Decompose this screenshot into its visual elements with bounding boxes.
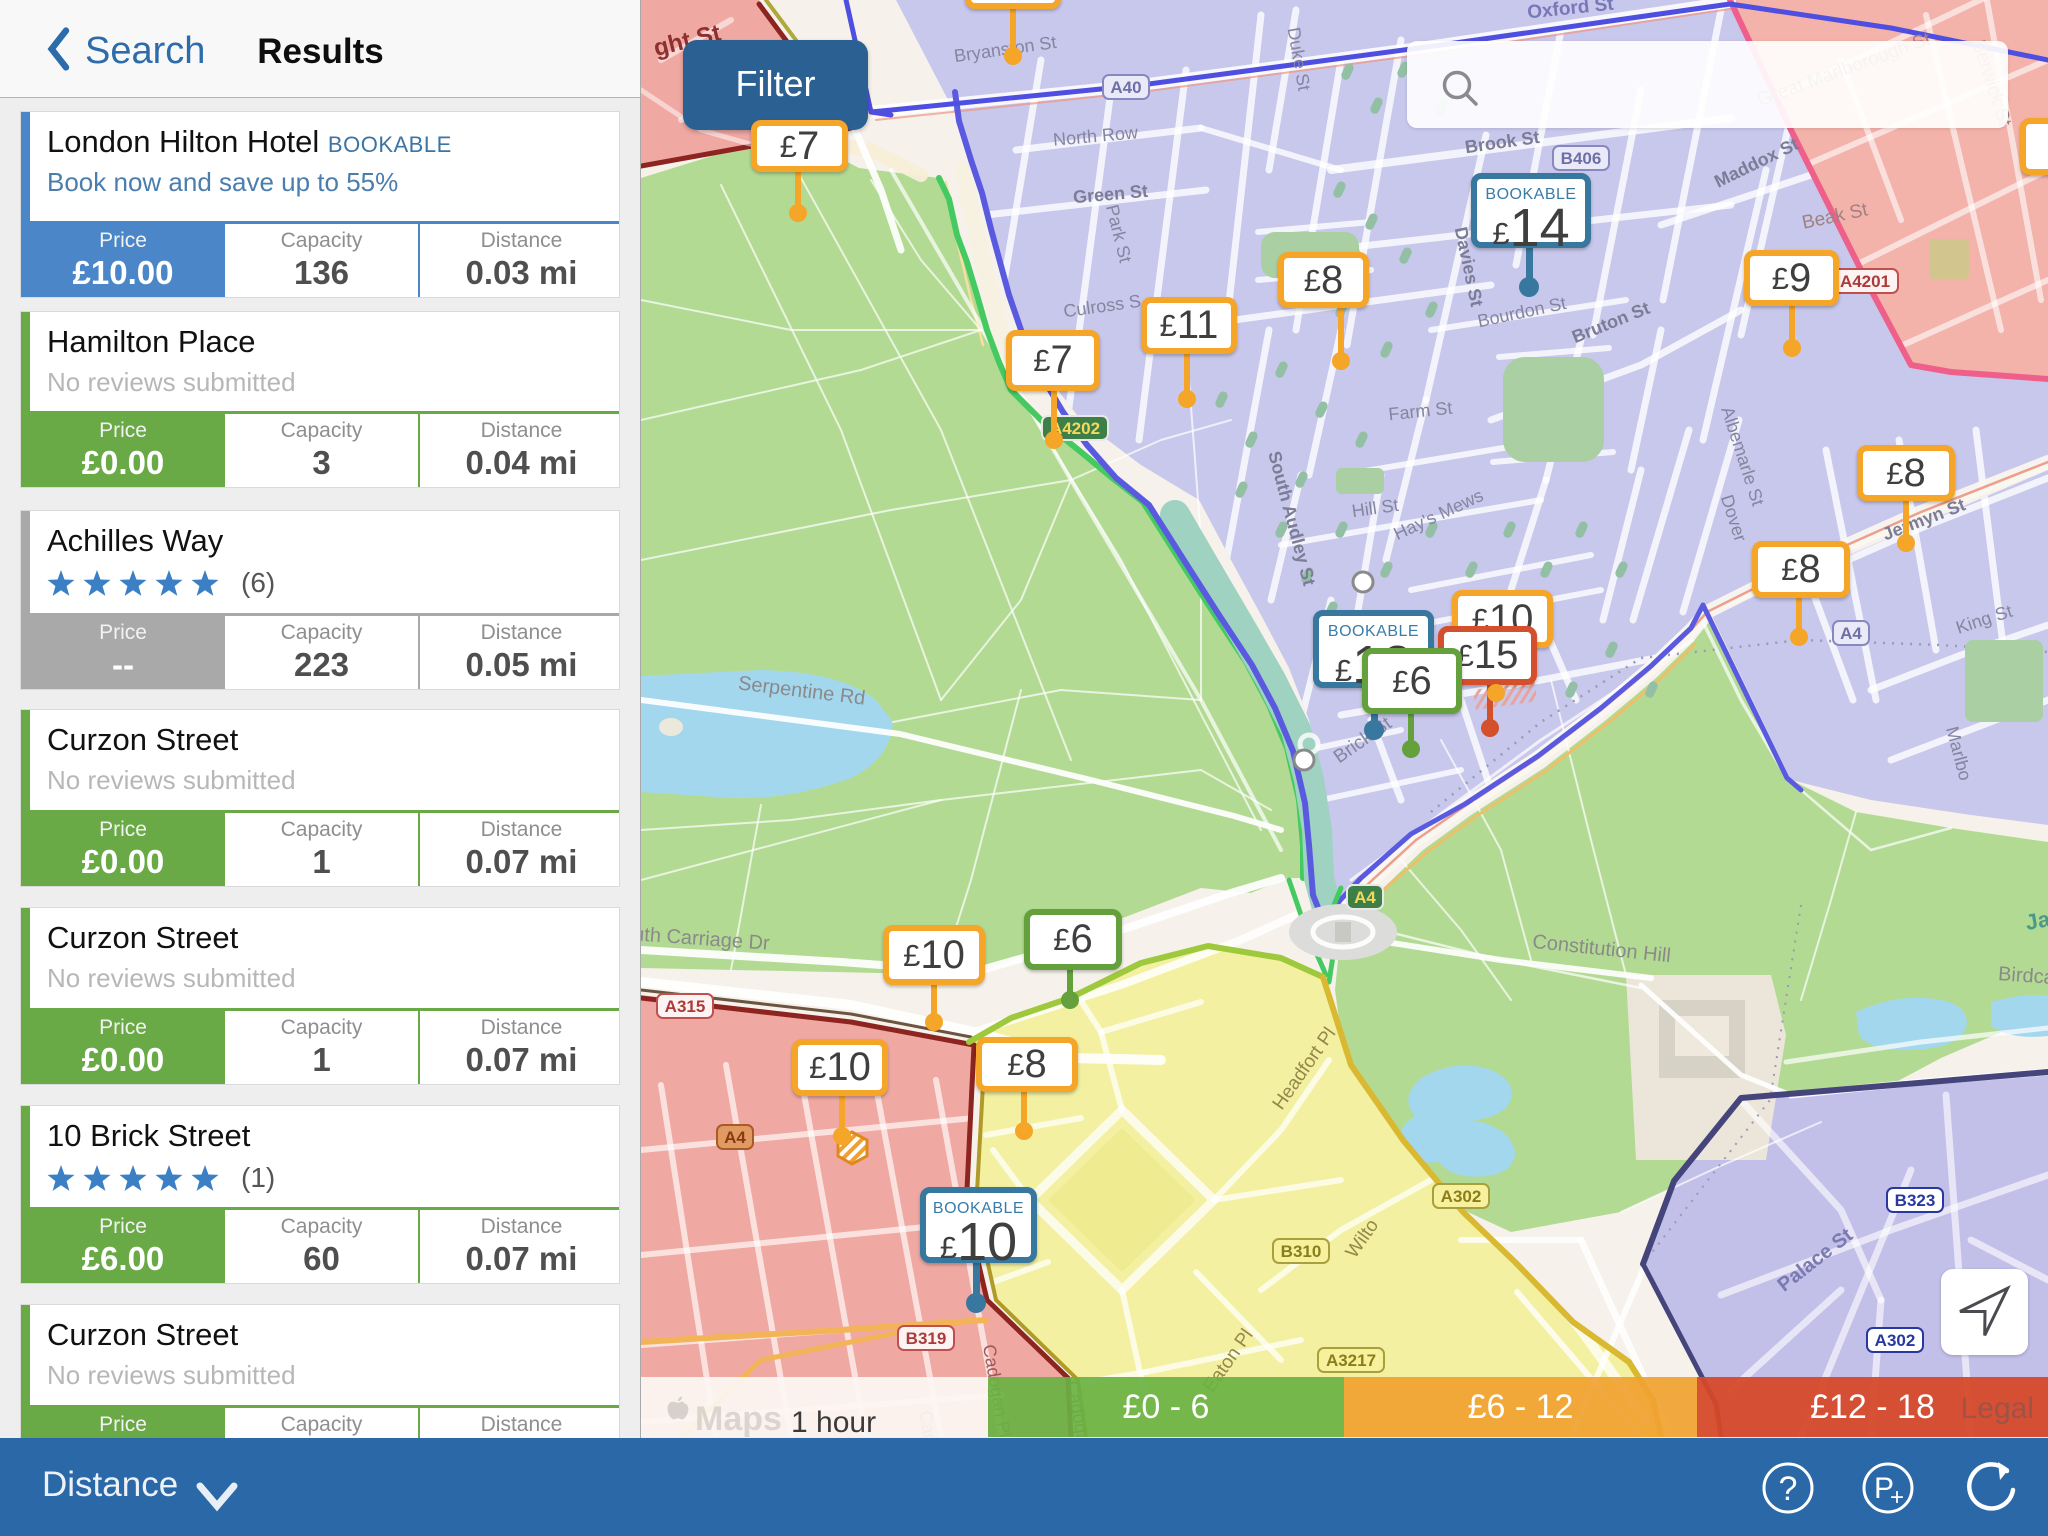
svg-text:A302: A302 bbox=[1875, 1331, 1916, 1350]
svg-text:A4: A4 bbox=[1354, 888, 1376, 907]
svg-text:P: P bbox=[1874, 1472, 1894, 1505]
svg-text:A4202: A4202 bbox=[1050, 419, 1100, 438]
svg-text:+: + bbox=[1890, 1484, 1904, 1511]
svg-text:B406: B406 bbox=[1561, 149, 1602, 168]
svg-text:Ja: Ja bbox=[2023, 906, 2048, 935]
svg-text:A4201: A4201 bbox=[1840, 272, 1890, 291]
svg-text:A315: A315 bbox=[665, 997, 706, 1016]
svg-text:A3217: A3217 bbox=[1326, 1351, 1376, 1370]
svg-text:A302: A302 bbox=[1441, 1187, 1482, 1206]
svg-text:B319: B319 bbox=[906, 1329, 947, 1348]
svg-text:B310: B310 bbox=[1281, 1242, 1322, 1261]
svg-text:B323: B323 bbox=[1895, 1191, 1936, 1210]
svg-text:Birdca: Birdca bbox=[1997, 963, 2048, 989]
svg-text:A4: A4 bbox=[1840, 624, 1862, 643]
svg-text:A4: A4 bbox=[724, 1128, 746, 1147]
svg-text:A40: A40 bbox=[1110, 78, 1141, 97]
svg-text:?: ? bbox=[1779, 1470, 1798, 1508]
